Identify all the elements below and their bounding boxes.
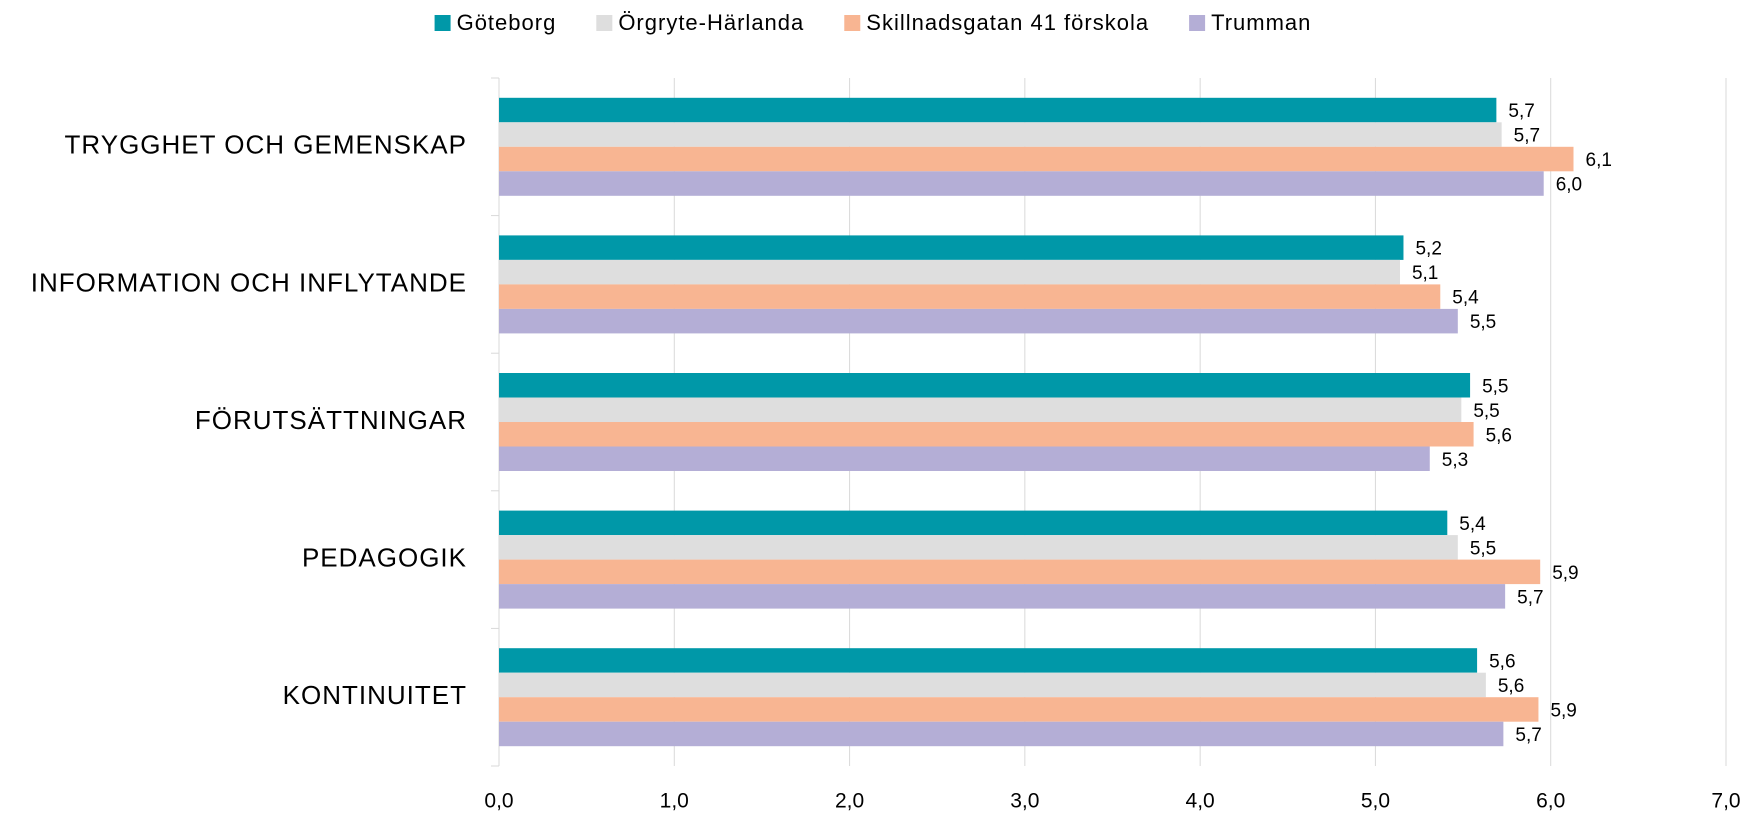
data-label: 5,6 (1498, 676, 1524, 697)
category-label: KONTINUITET (283, 680, 467, 710)
data-label: 5,7 (1515, 725, 1541, 746)
x-tick-label: 1,0 (660, 790, 689, 813)
legend-swatch (844, 15, 861, 31)
legend-swatch (596, 15, 613, 31)
data-label: 5,5 (1482, 376, 1508, 397)
bar (499, 146, 1574, 172)
data-label: 5,4 (1459, 514, 1486, 535)
bar (499, 422, 1474, 447)
x-tick-label: 7,0 (1711, 790, 1740, 813)
x-tick-label: 0,0 (484, 790, 513, 813)
category-label: TRYGGHET OCH GEMENSKAP (65, 130, 467, 160)
bar (499, 535, 1458, 560)
data-label: 5,6 (1486, 425, 1512, 446)
bar (499, 510, 1448, 536)
x-tick-label: 5,0 (1361, 790, 1390, 813)
legend-label: Göteborg (457, 10, 557, 35)
legend-label: Örgryte-Härlanda (618, 10, 804, 35)
data-label: 5,7 (1508, 101, 1534, 122)
bar (499, 697, 1539, 722)
bar (499, 284, 1441, 309)
data-label: 5,5 (1470, 538, 1496, 559)
data-label: 5,9 (1552, 563, 1578, 584)
data-label: 5,1 (1412, 263, 1438, 284)
x-tick-label: 2,0 (835, 790, 864, 813)
data-label: 5,7 (1514, 126, 1540, 147)
bar (499, 259, 1400, 285)
x-tick-label: 6,0 (1536, 790, 1565, 813)
bar (499, 721, 1504, 747)
bar (499, 672, 1486, 698)
bar (499, 648, 1478, 673)
data-label: 5,3 (1442, 450, 1468, 471)
data-label: 5,4 (1452, 288, 1479, 309)
legend-label: Skillnadsgatan 41 förskola (866, 10, 1149, 35)
bar (499, 559, 1541, 585)
data-label: 5,5 (1473, 401, 1499, 422)
x-tick-label: 3,0 (1010, 790, 1039, 813)
legend-label: Trumman (1211, 10, 1311, 35)
category-label: INFORMATION OCH INFLYTANDE (31, 267, 467, 297)
bar (499, 584, 1506, 609)
bar (499, 97, 1497, 123)
legend-swatch (434, 15, 451, 31)
bar (499, 235, 1404, 260)
data-label: 5,2 (1415, 239, 1441, 260)
bar (499, 397, 1462, 422)
x-tick-label: 4,0 (1186, 790, 1215, 813)
data-label: 6,0 (1556, 175, 1582, 196)
bar (499, 122, 1502, 147)
legend-swatch (1189, 15, 1206, 31)
bar (499, 373, 1471, 398)
bar (499, 308, 1458, 334)
data-label: 5,6 (1489, 651, 1515, 672)
category-label: PEDAGOGIK (302, 542, 467, 572)
bar (499, 446, 1430, 471)
data-label: 5,5 (1470, 312, 1496, 333)
category-label: FÖRUTSÄTTNINGAR (195, 405, 467, 435)
data-label: 5,7 (1517, 587, 1543, 608)
data-label: 5,9 (1550, 700, 1576, 721)
data-label: 6,1 (1586, 150, 1612, 171)
bar (499, 171, 1544, 196)
